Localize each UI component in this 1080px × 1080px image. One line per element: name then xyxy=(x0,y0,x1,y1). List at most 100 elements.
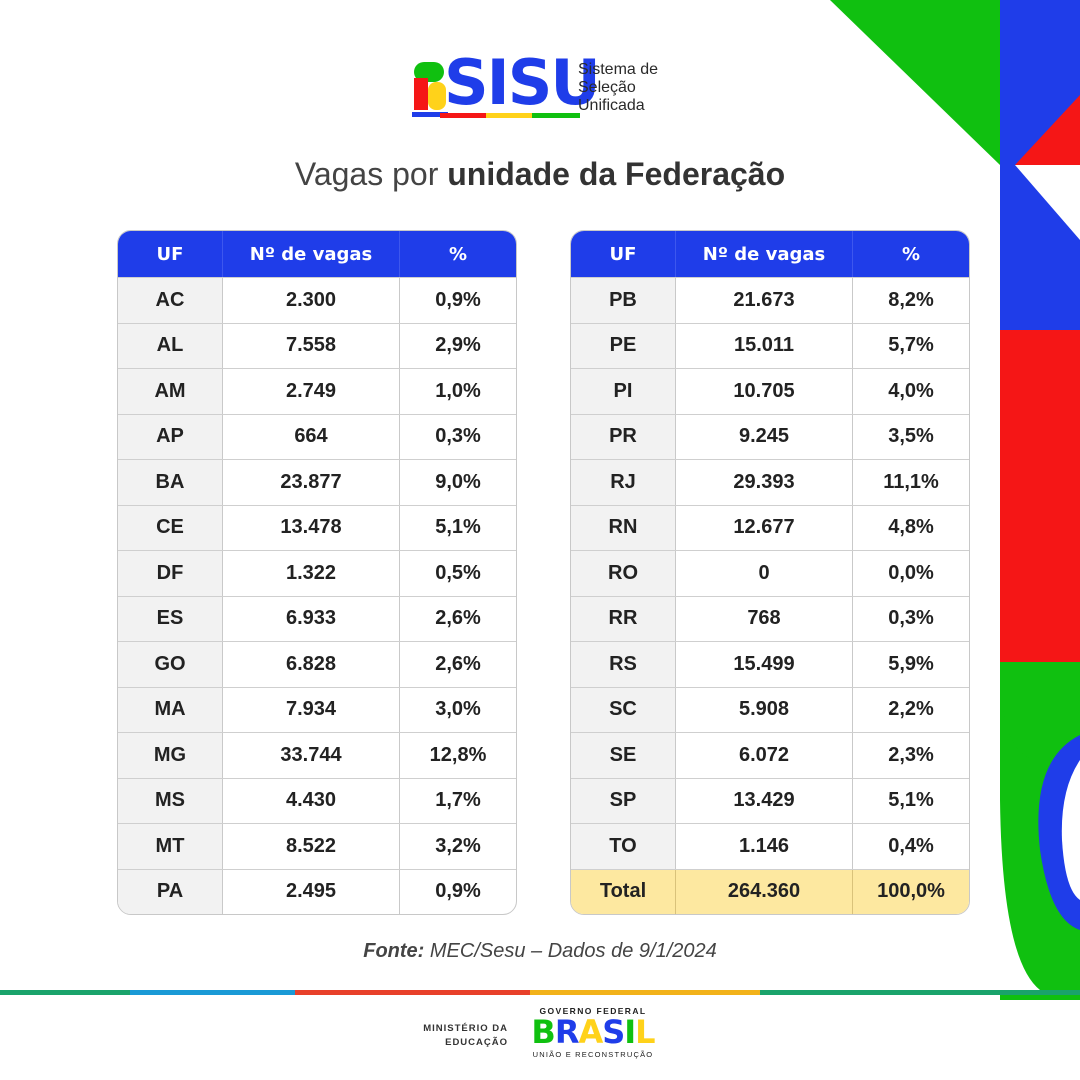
cell-uf: SE xyxy=(571,733,675,778)
cell-pct: 1,0% xyxy=(399,369,516,414)
cell-vagas: 7.934 xyxy=(222,687,399,732)
cell-uf: SC xyxy=(571,687,675,732)
logo-underline-icon xyxy=(440,113,580,118)
cell-uf: PR xyxy=(571,414,675,459)
table-left: UF Nº de vagas % AC 2.300 0,9% AL 7.558 2,9% A… xyxy=(117,230,517,915)
table-body: AC 2.300 0,9% AL 7.558 2,9% AM 2.749 1,0% AP 664 0,… xyxy=(118,277,516,914)
source-label: Fonte: xyxy=(363,940,425,962)
cell-vagas: 4.430 xyxy=(222,778,399,823)
stripe-segment xyxy=(0,990,130,995)
logo-subtitle-line: Unificada xyxy=(578,97,645,114)
cell-pct: 8,2% xyxy=(852,278,969,323)
stripe-segment xyxy=(760,990,1080,995)
table-row: MG 33.744 12,8% xyxy=(118,732,516,778)
cell-pct: 3,2% xyxy=(399,824,516,869)
cell-vagas: 21.673 xyxy=(675,278,852,323)
cell-uf: MT xyxy=(118,824,222,869)
cell-uf: BA xyxy=(118,460,222,505)
ministry-label: MINISTÉRIO DA EDUCAÇÃO xyxy=(410,1022,508,1050)
table-row: PR 9.245 3,5% xyxy=(571,413,969,459)
cell-pct: 2,2% xyxy=(852,687,969,732)
cell-pct: 1,7% xyxy=(399,778,516,823)
table-row: GO 6.828 2,6% xyxy=(118,641,516,687)
cell-vagas: 1.322 xyxy=(222,551,399,596)
table-header: UF Nº de vagas % xyxy=(571,231,969,277)
cell-vagas: 664 xyxy=(222,414,399,459)
cell-pct: 5,9% xyxy=(852,642,969,687)
cell-pct: 0,3% xyxy=(852,596,969,641)
table-row: RS 15.499 5,9% xyxy=(571,641,969,687)
table-row: MT 8.522 3,2% xyxy=(118,823,516,869)
cell-pct: 2,3% xyxy=(852,733,969,778)
cell-vagas: 5.908 xyxy=(675,687,852,732)
cell-uf: DF xyxy=(118,551,222,596)
page-title: Vagas por unidade da Federação xyxy=(0,156,1080,193)
cell-uf: AC xyxy=(118,278,222,323)
cell-uf: RO xyxy=(571,551,675,596)
cell-pct: 0,9% xyxy=(399,869,516,914)
cell-pct: 4,0% xyxy=(852,369,969,414)
cell-uf: SP xyxy=(571,778,675,823)
header-pct: % xyxy=(852,231,969,277)
ministry-line: MINISTÉRIO DA xyxy=(423,1023,508,1034)
cell-vagas: 33.744 xyxy=(222,733,399,778)
gov-bottom-text: UNIÃO E RECONSTRUÇÃO xyxy=(532,1050,654,1059)
cell-vagas: 23.877 xyxy=(222,460,399,505)
table-row: DF 1.322 0,5% xyxy=(118,550,516,596)
logo-word-text: SISU xyxy=(444,46,601,119)
gov-letter: I xyxy=(624,1013,636,1051)
cell-vagas: 29.393 xyxy=(675,460,852,505)
cell-vagas: 7.558 xyxy=(222,323,399,368)
ministry-line: EDUCAÇÃO xyxy=(445,1037,508,1048)
header-vagas: Nº de vagas xyxy=(222,231,399,277)
cell-uf: AM xyxy=(118,369,222,414)
cell-pct: 11,1% xyxy=(852,460,969,505)
gov-top-text: GOVERNO FEDERAL xyxy=(539,1006,647,1016)
table-row: RJ 29.393 11,1% xyxy=(571,459,969,505)
cell-vagas: 1.146 xyxy=(675,824,852,869)
table-row: PE 15.011 5,7% xyxy=(571,322,969,368)
cell-pct: 5,1% xyxy=(852,778,969,823)
table-row: SC 5.908 2,2% xyxy=(571,686,969,732)
gov-letter: B xyxy=(531,1013,555,1051)
total-pct: 100,0% xyxy=(852,869,969,914)
cell-pct: 0,0% xyxy=(852,551,969,596)
cell-vagas: 13.429 xyxy=(675,778,852,823)
cell-uf: RS xyxy=(571,642,675,687)
title-bold: unidade da Federação xyxy=(447,156,786,192)
logo-subtitle: Sistema de Seleção Unificada xyxy=(578,61,688,115)
sisu-logo-mark-icon xyxy=(412,62,448,117)
cell-vagas: 15.011 xyxy=(675,323,852,368)
sisu-logo: SISU Sistema de Seleção Unificada xyxy=(412,52,682,120)
cell-pct: 2,6% xyxy=(399,596,516,641)
table-row: RN 12.677 4,8% xyxy=(571,504,969,550)
logo-subtitle-line: Sistema de xyxy=(578,61,659,78)
source-note: Fonte: MEC/Sesu – Dados de 9/1/2024 xyxy=(0,940,1080,963)
cell-pct: 5,1% xyxy=(399,505,516,550)
total-row: Total 264.360 100,0% xyxy=(571,868,969,914)
cell-vagas: 0 xyxy=(675,551,852,596)
title-regular: Vagas por xyxy=(294,156,448,192)
table-right: UF Nº de vagas % PB 21.673 8,2% PE 15.011 5,7… xyxy=(570,230,970,915)
table-row: SE 6.072 2,3% xyxy=(571,732,969,778)
cell-vagas: 15.499 xyxy=(675,642,852,687)
total-vagas: 264.360 xyxy=(675,869,852,914)
header-vagas: Nº de vagas xyxy=(675,231,852,277)
cell-uf: MG xyxy=(118,733,222,778)
source-text: MEC/Sesu – Dados de 9/1/2024 xyxy=(424,940,717,962)
cell-uf: CE xyxy=(118,505,222,550)
color-stripe xyxy=(0,990,1080,995)
cell-pct: 3,0% xyxy=(399,687,516,732)
cell-uf: RR xyxy=(571,596,675,641)
cell-vagas: 2.495 xyxy=(222,869,399,914)
cell-uf: ES xyxy=(118,596,222,641)
table-row: RO 0 0,0% xyxy=(571,550,969,596)
table-row: AM 2.749 1,0% xyxy=(118,368,516,414)
header-uf: UF xyxy=(156,243,184,265)
cell-pct: 2,6% xyxy=(399,642,516,687)
table-row: AP 664 0,3% xyxy=(118,413,516,459)
cell-uf: PA xyxy=(118,869,222,914)
cell-pct: 2,9% xyxy=(399,323,516,368)
table-row: AL 7.558 2,9% xyxy=(118,322,516,368)
table-row: TO 1.146 0,4% xyxy=(571,823,969,869)
